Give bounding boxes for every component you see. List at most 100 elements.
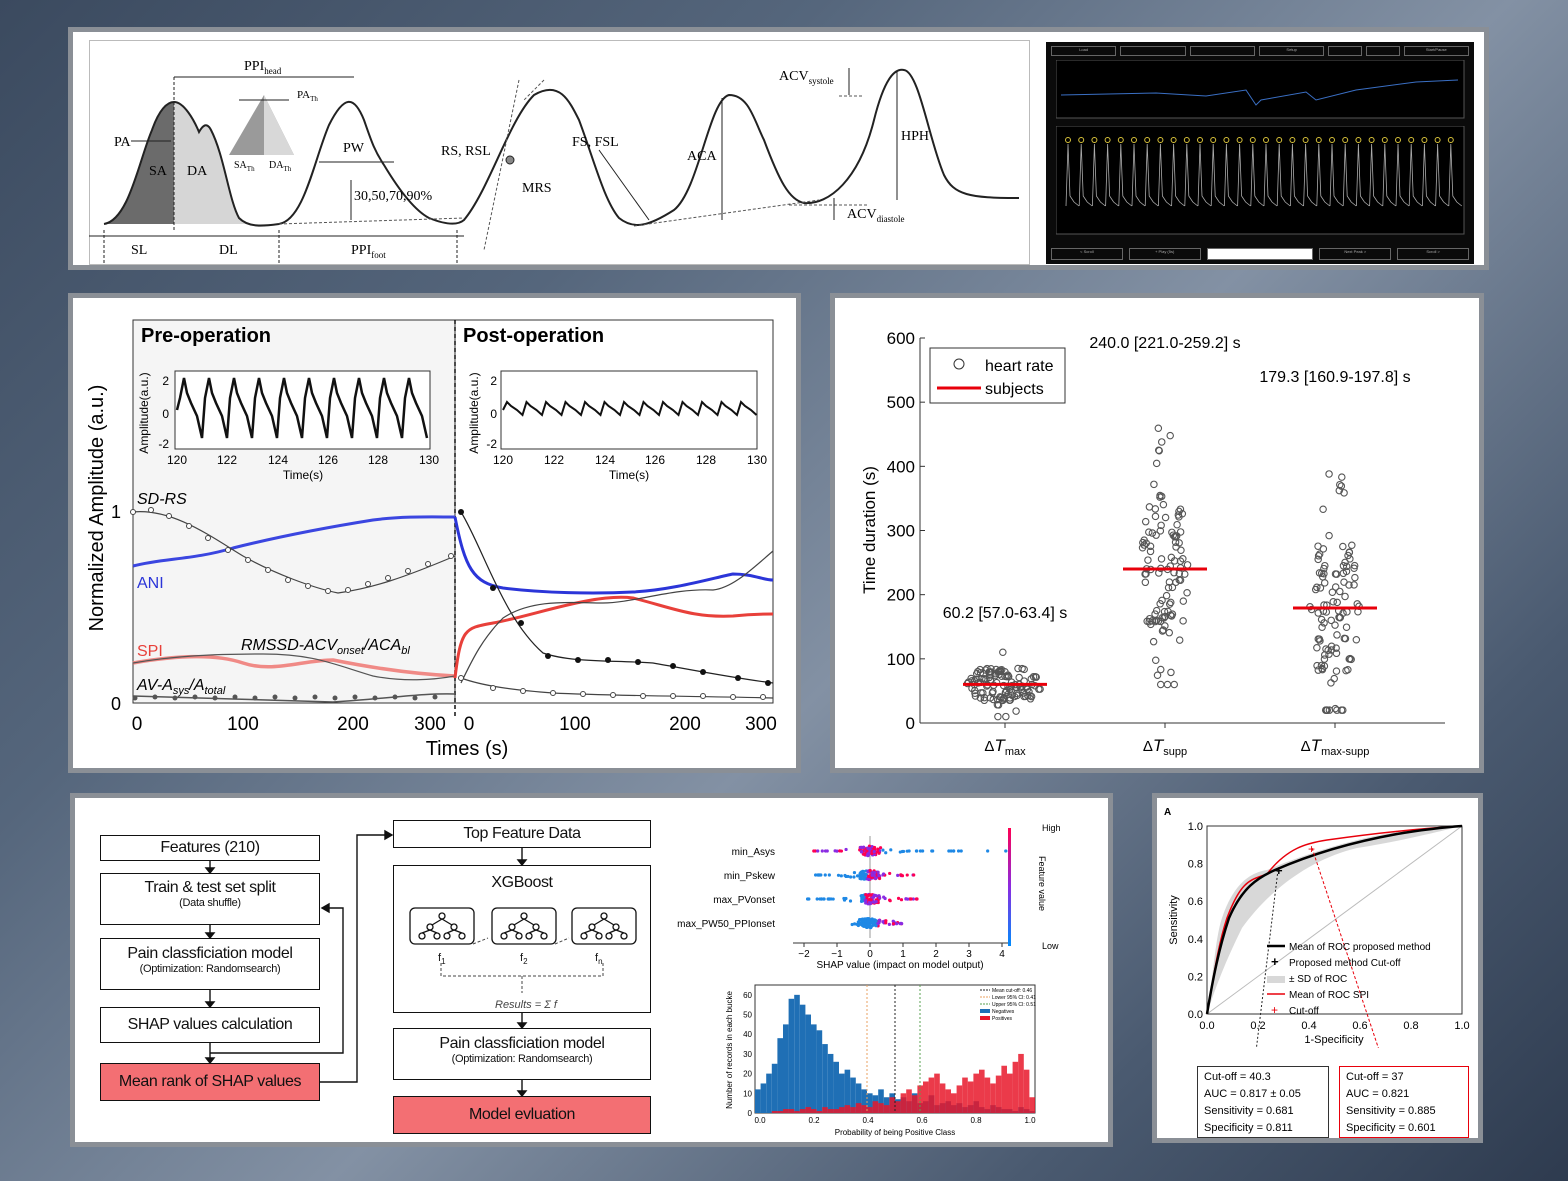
svg-text:122: 122 xyxy=(544,453,564,467)
scroll-right-button[interactable]: Scroll > xyxy=(1397,248,1469,260)
scatter-point xyxy=(1314,542,1322,550)
shap-colorbar-label: Feature value xyxy=(1037,856,1047,912)
pa-label: PA xyxy=(114,135,132,150)
shap-point xyxy=(959,849,963,853)
av-post-line xyxy=(460,677,774,699)
scatter-point xyxy=(1158,627,1167,635)
hist-x-tick: 0.6 xyxy=(916,1116,928,1125)
scatter-y-tick: 0 xyxy=(906,714,915,733)
pre-op-title: Pre-operation xyxy=(141,325,271,347)
monitor-setup-button[interactable]: Setup xyxy=(1258,46,1325,56)
svg-text:0: 0 xyxy=(132,714,143,735)
av-pre-line xyxy=(132,693,456,703)
scatter-point xyxy=(1340,634,1349,643)
av-pre-marker xyxy=(292,695,298,701)
scatter-point xyxy=(1035,685,1043,693)
scatter-point xyxy=(1327,679,1335,687)
hist-pos-bar xyxy=(794,1111,800,1113)
shap-point xyxy=(949,849,953,853)
scatter-y-tick: 200 xyxy=(887,586,915,605)
shap-point xyxy=(843,873,847,878)
scatter-point xyxy=(1148,529,1157,537)
hist-neg-bar xyxy=(867,1093,873,1113)
scatter-point xyxy=(1141,578,1150,587)
scatter-point xyxy=(1159,500,1168,509)
hist-pos-bar xyxy=(967,1081,974,1113)
next-peak-button[interactable]: Next Peak > xyxy=(1319,248,1392,260)
ani-label: ANI xyxy=(137,575,164,592)
hist-x-tick: 0.4 xyxy=(862,1116,874,1125)
shap-point xyxy=(836,873,841,877)
scatter-point xyxy=(1167,668,1175,677)
shap-point xyxy=(889,848,893,852)
shap-point xyxy=(947,849,951,853)
hist-neg-bar xyxy=(855,1083,862,1113)
hist-pos-bar xyxy=(799,1109,806,1113)
sdrs-post-line xyxy=(460,511,774,684)
monitor-toolbar-button[interactable] xyxy=(1189,46,1255,56)
hist-neg-bar xyxy=(850,1077,856,1113)
hist-pos-bar xyxy=(878,1103,884,1113)
play-button[interactable]: + Play (5s) xyxy=(1128,248,1201,260)
monitor-toolbar-button[interactable] xyxy=(1365,46,1400,56)
scatter-point xyxy=(1179,555,1187,563)
scatter-point xyxy=(1175,539,1183,547)
shap-point xyxy=(877,918,882,922)
hist-y-tick: 50 xyxy=(743,1011,752,1020)
scatter-point xyxy=(1015,673,1023,682)
scatter-point xyxy=(1003,672,1011,681)
hist-x-tick: 0.0 xyxy=(754,1116,766,1125)
sdrs-post-marker xyxy=(670,663,676,669)
ml-pipeline-panel: Features (210) Train & test set split (Da… xyxy=(70,793,1113,1147)
svg-text:+: + xyxy=(1271,1003,1278,1017)
shap-point xyxy=(816,849,820,853)
hist-x-tick: 0.2 xyxy=(808,1116,820,1125)
scatter-point xyxy=(1178,510,1187,518)
hist-pos-bar xyxy=(934,1073,940,1113)
scatter-point xyxy=(1145,528,1153,536)
av-pre-marker xyxy=(332,695,338,701)
scatter-point xyxy=(1002,686,1011,695)
roc-x-tick: 0.0 xyxy=(1199,1020,1214,1032)
monitor-toolbar-button[interactable] xyxy=(1120,46,1186,56)
shap-point xyxy=(866,894,870,898)
monitor-toolbar-button[interactable] xyxy=(1328,46,1362,56)
features-box: Features (210) xyxy=(100,835,320,861)
shap-point xyxy=(898,850,902,854)
sdrs-post-marker xyxy=(458,509,464,515)
hist-neg-bar xyxy=(783,1024,789,1113)
scatter-y-tick: 100 xyxy=(887,650,915,669)
scatter-point xyxy=(989,695,998,704)
scatter-point xyxy=(1331,583,1340,591)
scatter-point xyxy=(1175,636,1184,644)
scatter-point xyxy=(1325,470,1333,478)
sl-label: SL xyxy=(131,243,147,258)
acv-diastole-label: ACVdiastole xyxy=(847,207,905,224)
hist-pos-bar xyxy=(928,1077,935,1113)
monitor-slider[interactable] xyxy=(1206,248,1314,260)
hist-neg-bar xyxy=(799,1004,806,1113)
duration-scatter-chart: 0 100 200 300 400 500 600 Time duration (s) ΔT… xyxy=(860,329,1445,758)
spi-post-line xyxy=(453,595,774,679)
hist-pos-bar xyxy=(822,1107,828,1113)
svg-text:+: + xyxy=(1271,954,1279,969)
scatter-point xyxy=(1351,573,1359,582)
shap-point xyxy=(866,919,870,923)
svg-text:max_PW50_PPIonset: max_PW50_PPIonset xyxy=(677,919,775,930)
shap-point xyxy=(878,896,882,900)
scatter-point xyxy=(1336,587,1344,596)
svg-text:128: 128 xyxy=(368,453,388,467)
signal-monitor: Load Setup Start/Pause < Scroll + Play (… xyxy=(1046,42,1474,264)
shap-point xyxy=(874,919,878,923)
scatter-point xyxy=(1146,542,1155,551)
monitor-load-button[interactable]: Load xyxy=(1051,46,1117,56)
monitor-start-button[interactable]: Start/Pause xyxy=(1403,46,1469,56)
av-pre-marker xyxy=(172,695,178,701)
roc-x-tick: 0.4 xyxy=(1301,1020,1316,1032)
scatter-point xyxy=(1141,517,1150,526)
hist-neg-bar xyxy=(755,1089,761,1113)
scatter-point xyxy=(987,671,995,679)
shap-point xyxy=(894,922,899,926)
sdrs-pre-marker xyxy=(166,513,172,519)
scroll-left-button[interactable]: < Scroll xyxy=(1051,248,1123,260)
